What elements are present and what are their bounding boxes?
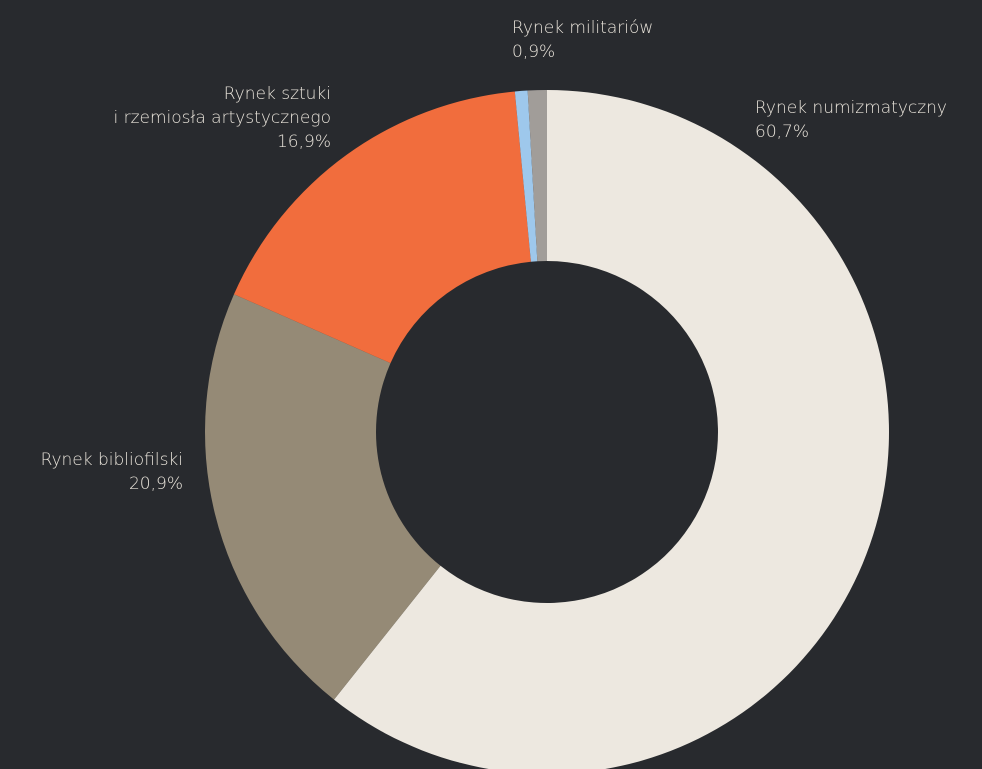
slice-value-4: 0,9% bbox=[512, 42, 555, 62]
slice-label-0: Rynek numizmatyczny 60,7% bbox=[755, 98, 947, 142]
slice-value-0: 60,7% bbox=[755, 122, 809, 142]
slice-value-2: 16,9% bbox=[277, 132, 331, 152]
slice-name-4: Rynek militariów bbox=[512, 18, 653, 38]
slice-label-2: Rynek sztuki i rzemiosła artystycznego 16,… bbox=[113, 84, 331, 152]
slice-label-4: Rynek militariów 0,9% bbox=[512, 18, 653, 62]
slice-name-2: Rynek sztuki bbox=[224, 84, 331, 104]
slice-value-1: 20,9% bbox=[129, 474, 183, 494]
slice-name-1: Rynek bibliofilski bbox=[41, 450, 183, 470]
slice-name-0: Rynek numizmatyczny bbox=[755, 98, 947, 118]
slice-name-2: i rzemiosła artystycznego bbox=[113, 108, 331, 128]
slice-label-1: Rynek bibliofilski 20,9% bbox=[41, 450, 183, 494]
donut-slices bbox=[205, 90, 889, 769]
